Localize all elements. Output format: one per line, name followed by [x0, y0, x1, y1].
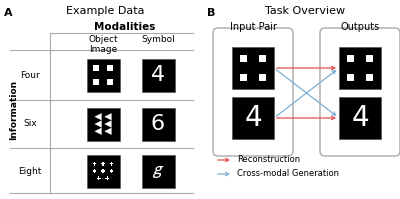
- Text: $\mathcal{g}$: $\mathcal{g}$: [152, 162, 164, 180]
- Polygon shape: [94, 120, 102, 128]
- FancyBboxPatch shape: [98, 176, 99, 180]
- Text: Cross-modal Generation: Cross-modal Generation: [237, 170, 339, 179]
- FancyBboxPatch shape: [92, 170, 96, 172]
- Text: Task Overview: Task Overview: [265, 6, 345, 16]
- FancyBboxPatch shape: [86, 154, 120, 187]
- Text: Outputs: Outputs: [340, 22, 380, 32]
- FancyBboxPatch shape: [347, 55, 354, 62]
- Polygon shape: [104, 113, 112, 120]
- Text: Object
Image: Object Image: [88, 35, 118, 54]
- Text: Reconstruction: Reconstruction: [237, 155, 300, 165]
- FancyBboxPatch shape: [106, 178, 109, 179]
- FancyBboxPatch shape: [102, 169, 104, 173]
- FancyBboxPatch shape: [142, 107, 174, 140]
- Text: Example Data: Example Data: [66, 6, 144, 16]
- FancyBboxPatch shape: [86, 59, 120, 92]
- FancyBboxPatch shape: [213, 28, 293, 156]
- FancyBboxPatch shape: [142, 59, 174, 92]
- FancyBboxPatch shape: [347, 74, 354, 81]
- FancyBboxPatch shape: [102, 162, 104, 166]
- FancyBboxPatch shape: [86, 107, 120, 140]
- FancyBboxPatch shape: [142, 154, 174, 187]
- FancyBboxPatch shape: [240, 55, 247, 62]
- FancyBboxPatch shape: [94, 162, 95, 166]
- Text: 4: 4: [351, 104, 369, 132]
- FancyBboxPatch shape: [232, 97, 274, 139]
- FancyBboxPatch shape: [111, 169, 112, 173]
- FancyBboxPatch shape: [97, 178, 100, 179]
- Text: 4: 4: [151, 65, 165, 85]
- Text: 4: 4: [244, 104, 262, 132]
- FancyBboxPatch shape: [110, 170, 114, 172]
- Text: Information: Information: [10, 80, 18, 140]
- Text: B: B: [207, 8, 215, 18]
- FancyBboxPatch shape: [259, 55, 266, 62]
- Polygon shape: [94, 113, 102, 120]
- Polygon shape: [94, 128, 102, 135]
- FancyBboxPatch shape: [339, 47, 381, 89]
- FancyBboxPatch shape: [366, 74, 373, 81]
- FancyBboxPatch shape: [108, 79, 113, 85]
- Text: 6: 6: [151, 114, 165, 134]
- FancyBboxPatch shape: [107, 176, 108, 180]
- FancyBboxPatch shape: [339, 97, 381, 139]
- FancyBboxPatch shape: [232, 47, 274, 89]
- FancyBboxPatch shape: [111, 162, 112, 166]
- FancyBboxPatch shape: [92, 163, 96, 164]
- Text: Eight: Eight: [18, 167, 42, 176]
- Polygon shape: [104, 120, 112, 128]
- FancyBboxPatch shape: [108, 65, 113, 70]
- FancyBboxPatch shape: [93, 65, 98, 70]
- Text: Modalities: Modalities: [94, 22, 156, 32]
- FancyBboxPatch shape: [101, 170, 105, 172]
- FancyBboxPatch shape: [101, 163, 105, 164]
- Text: Symbol: Symbol: [141, 35, 175, 44]
- Text: A: A: [4, 8, 13, 18]
- FancyBboxPatch shape: [94, 169, 95, 173]
- Text: Input Pair: Input Pair: [230, 22, 276, 32]
- FancyBboxPatch shape: [366, 55, 373, 62]
- Polygon shape: [104, 128, 112, 135]
- FancyBboxPatch shape: [110, 163, 114, 164]
- Text: Six: Six: [23, 120, 37, 129]
- FancyBboxPatch shape: [93, 79, 98, 85]
- Text: Four: Four: [20, 70, 40, 79]
- FancyBboxPatch shape: [240, 74, 247, 81]
- FancyBboxPatch shape: [259, 74, 266, 81]
- FancyBboxPatch shape: [320, 28, 400, 156]
